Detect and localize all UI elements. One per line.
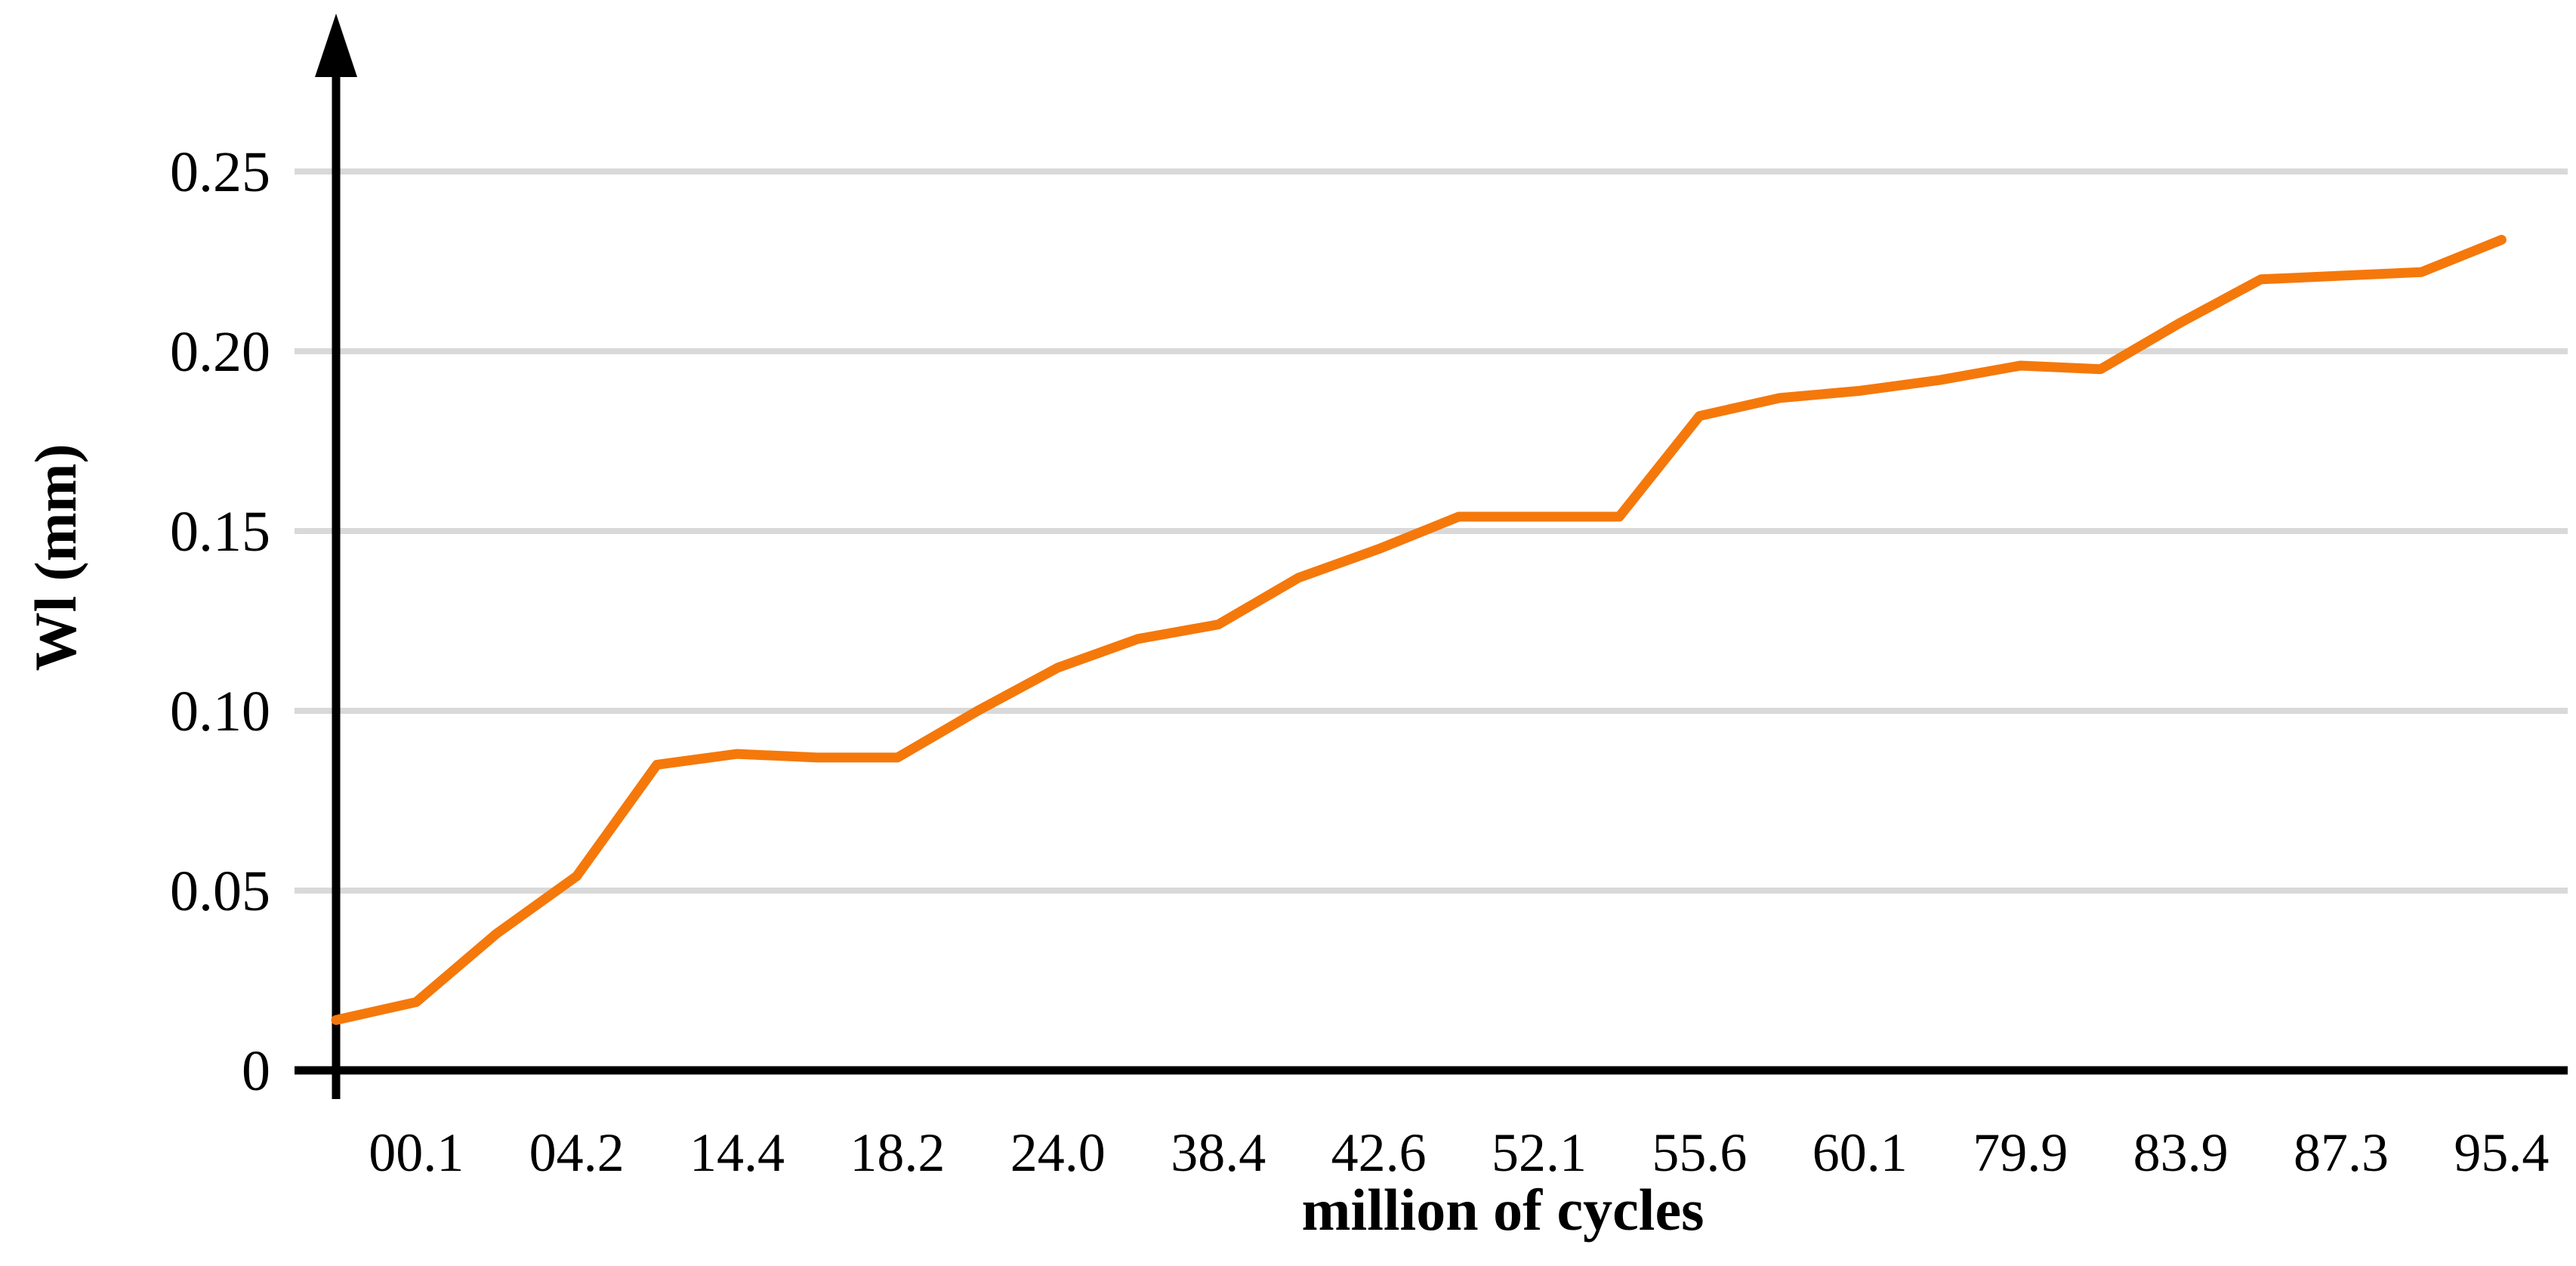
y-tick-label: 0.05	[170, 860, 270, 923]
x-tick-label: 38.4	[1171, 1122, 1266, 1183]
x-tick-label: 95.4	[2454, 1122, 2549, 1183]
x-tick-label: 60.1	[1812, 1122, 1908, 1183]
x-tick-label: 83.9	[2133, 1122, 2229, 1183]
data-series-line	[331, 234, 2507, 1025]
y-axis-title: Wl (mm)	[23, 443, 88, 671]
y-tick-label: 0	[242, 1039, 270, 1103]
x-tick-label: 42.6	[1331, 1122, 1427, 1183]
x-tick-label: 00.1	[369, 1122, 464, 1183]
y-tick-label: 0.25	[170, 140, 270, 204]
y-tick-label: 0.20	[170, 320, 270, 384]
y-tick-labels: 0 0.05 0.10 0.15 0.20 0.25	[170, 140, 270, 1103]
x-tick-label: 87.3	[2294, 1122, 2389, 1183]
x-tick-label: 04.2	[529, 1122, 625, 1183]
x-tick-label: 52.1	[1492, 1122, 1587, 1183]
x-tick-label: 18.2	[850, 1122, 945, 1183]
x-tick-label: 24.0	[1010, 1122, 1106, 1183]
y-axis-arrowhead-icon	[315, 14, 357, 77]
y-tick-label: 0.15	[170, 500, 270, 564]
x-tick-label: 55.6	[1652, 1122, 1747, 1183]
x-tick-label: 14.4	[690, 1122, 785, 1183]
x-tick-labels: 00.1 04.2 14.4 18.2 24.0 38.4 42.6 52.1 55.6 60.1…	[369, 1122, 2549, 1183]
x-tick-label: 79.9	[1973, 1122, 2068, 1183]
x-axis-title: million of cycles	[1302, 1177, 1704, 1243]
y-tick-label: 0.10	[170, 680, 270, 743]
